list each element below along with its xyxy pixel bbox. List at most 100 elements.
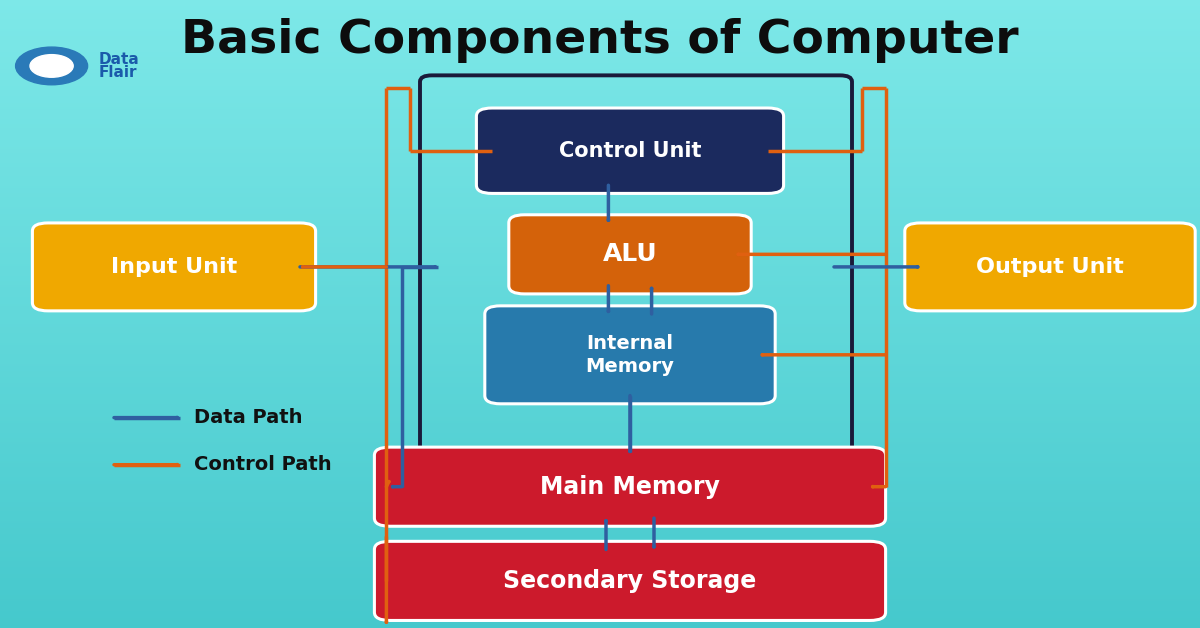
Bar	[0, 391, 1200, 394]
Bar	[0, 389, 1200, 391]
Bar	[0, 490, 1200, 492]
Bar	[0, 31, 1200, 33]
Bar	[0, 6, 1200, 8]
Bar	[0, 423, 1200, 425]
Bar	[0, 283, 1200, 284]
Bar	[0, 295, 1200, 297]
FancyBboxPatch shape	[374, 541, 886, 620]
FancyBboxPatch shape	[509, 215, 751, 294]
Bar	[0, 124, 1200, 126]
Bar	[0, 113, 1200, 115]
Bar	[0, 588, 1200, 590]
Bar	[0, 287, 1200, 289]
Bar	[0, 253, 1200, 256]
Bar	[0, 325, 1200, 327]
Bar	[0, 88, 1200, 90]
Bar	[0, 504, 1200, 507]
Bar	[0, 212, 1200, 214]
Bar	[0, 153, 1200, 155]
Bar	[0, 214, 1200, 215]
Bar	[0, 42, 1200, 44]
Bar	[0, 84, 1200, 86]
Bar	[0, 327, 1200, 328]
Bar	[0, 121, 1200, 124]
Circle shape	[30, 55, 73, 77]
Bar	[0, 117, 1200, 119]
Bar	[0, 312, 1200, 314]
Bar	[0, 446, 1200, 448]
Bar	[0, 540, 1200, 542]
Bar	[0, 67, 1200, 69]
Bar	[0, 73, 1200, 75]
Bar	[0, 362, 1200, 364]
Text: ALU: ALU	[602, 242, 658, 266]
Bar	[0, 126, 1200, 127]
Bar	[0, 339, 1200, 341]
Bar	[0, 561, 1200, 563]
Bar	[0, 44, 1200, 46]
Bar	[0, 542, 1200, 544]
Bar	[0, 469, 1200, 471]
Bar	[0, 100, 1200, 102]
Bar	[0, 270, 1200, 272]
Bar	[0, 232, 1200, 234]
Bar	[0, 553, 1200, 555]
Bar	[0, 86, 1200, 88]
Bar	[0, 224, 1200, 226]
Bar	[0, 30, 1200, 31]
Bar	[0, 620, 1200, 622]
Bar	[0, 603, 1200, 605]
Bar	[0, 429, 1200, 431]
Bar	[0, 264, 1200, 266]
Bar	[0, 17, 1200, 19]
Bar	[0, 251, 1200, 253]
Bar	[0, 69, 1200, 71]
Bar	[0, 465, 1200, 467]
Bar	[0, 11, 1200, 13]
Text: Data Path: Data Path	[194, 408, 302, 427]
Bar	[0, 132, 1200, 134]
Bar	[0, 176, 1200, 178]
Bar	[0, 356, 1200, 358]
Bar	[0, 400, 1200, 402]
Bar	[0, 592, 1200, 595]
Bar	[0, 144, 1200, 146]
Bar	[0, 523, 1200, 526]
Bar	[0, 555, 1200, 557]
Bar	[0, 513, 1200, 515]
Bar	[0, 557, 1200, 559]
Bar	[0, 320, 1200, 322]
Bar	[0, 408, 1200, 410]
Bar	[0, 182, 1200, 184]
Bar	[0, 228, 1200, 230]
Bar	[0, 463, 1200, 465]
Bar	[0, 218, 1200, 220]
Bar	[0, 243, 1200, 245]
Bar	[0, 306, 1200, 308]
FancyBboxPatch shape	[374, 447, 886, 526]
Bar	[0, 180, 1200, 182]
Text: Internal
Memory: Internal Memory	[586, 334, 674, 376]
Bar	[0, 184, 1200, 187]
Bar	[0, 479, 1200, 482]
Bar	[0, 372, 1200, 375]
Bar	[0, 318, 1200, 320]
Bar	[0, 473, 1200, 475]
Bar	[0, 234, 1200, 237]
Bar	[0, 99, 1200, 100]
Bar	[0, 337, 1200, 339]
Bar	[0, 567, 1200, 570]
Bar	[0, 247, 1200, 249]
Bar	[0, 385, 1200, 387]
Bar	[0, 94, 1200, 96]
Bar	[0, 322, 1200, 325]
Bar	[0, 515, 1200, 517]
Bar	[0, 140, 1200, 143]
Bar	[0, 102, 1200, 105]
Bar	[0, 303, 1200, 306]
Bar	[0, 272, 1200, 274]
Bar	[0, 433, 1200, 435]
Bar	[0, 239, 1200, 241]
Bar	[0, 36, 1200, 38]
Bar	[0, 517, 1200, 519]
